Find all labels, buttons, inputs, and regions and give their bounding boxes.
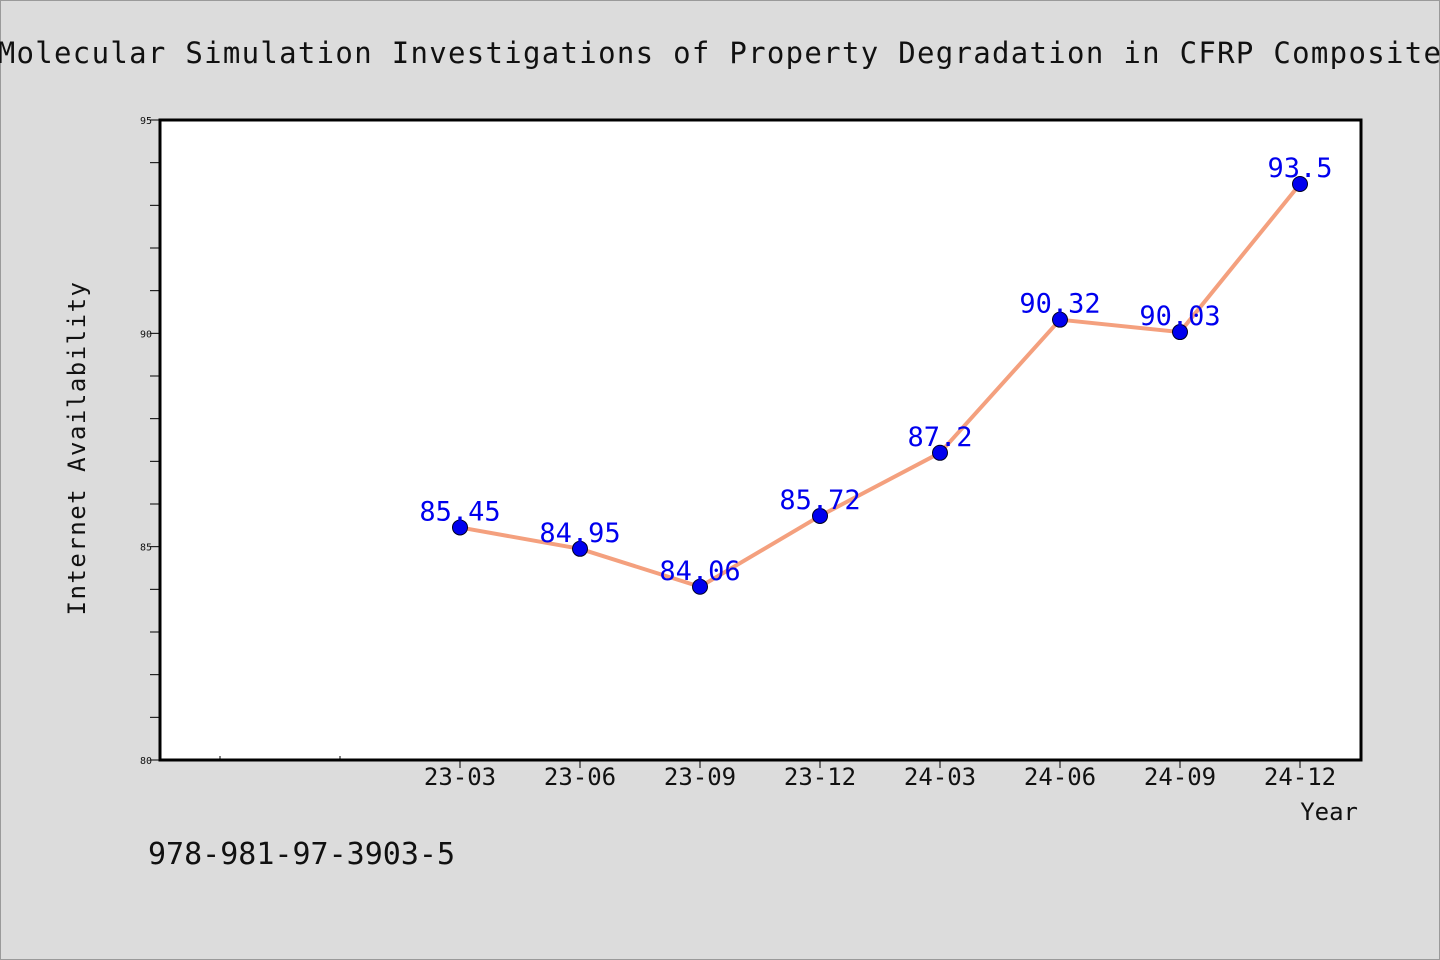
- data-label: 90.03: [1139, 301, 1220, 332]
- y-axis-label: Internet Availability: [63, 281, 91, 616]
- isbn-text: 978-981-97-3903-5: [148, 837, 455, 872]
- series-line: [458, 182, 1302, 589]
- y-tick-label: 80: [140, 756, 152, 767]
- data-label: 84.06: [659, 556, 740, 587]
- y-tick-label: 90: [140, 329, 152, 340]
- x-tick-label: 24-06: [1024, 763, 1096, 791]
- y-axis: 80 85 90 95: [140, 116, 160, 767]
- data-point: [1172, 324, 1188, 341]
- x-tick-label: 24-12: [1264, 763, 1336, 791]
- data-label: 85.45: [419, 496, 500, 527]
- x-tick-label: 24-03: [904, 763, 976, 791]
- data-point: [1052, 311, 1068, 328]
- y-tick-label: 95: [140, 116, 152, 127]
- data-label: 87.2: [907, 422, 972, 453]
- series: 85.45 84.95 84.06 85.72 87.2 90.32 90.03 93.5: [419, 153, 1333, 595]
- y-tick-label: 85: [140, 543, 152, 554]
- data-label: 90.32: [1019, 289, 1100, 320]
- data-point: [812, 507, 828, 524]
- x-tick-label: 24-09: [1144, 763, 1216, 791]
- x-tick-label: 23-12: [784, 763, 856, 791]
- x-tick-label: 23-03: [424, 763, 496, 791]
- data-label: 84.95: [539, 518, 620, 549]
- plot-area: [158, 118, 1363, 762]
- chart-title: Molecular Simulation Investigations of P…: [0, 36, 1440, 70]
- x-tick-label: 23-06: [544, 763, 616, 791]
- data-label: 85.72: [779, 485, 860, 516]
- data-point: [572, 540, 588, 557]
- data-point: [1292, 176, 1308, 192]
- data-label: 93.5: [1267, 153, 1332, 184]
- x-axis: 23-03 23-06 23-09 23-12 24-03 24-06 24-09 24-12: [219, 756, 1336, 791]
- data-point: [692, 578, 708, 595]
- x-tick-label: 23-09: [664, 763, 736, 791]
- data-point: [452, 519, 468, 536]
- data-point: [932, 444, 948, 461]
- x-axis-label: Year: [1300, 798, 1358, 826]
